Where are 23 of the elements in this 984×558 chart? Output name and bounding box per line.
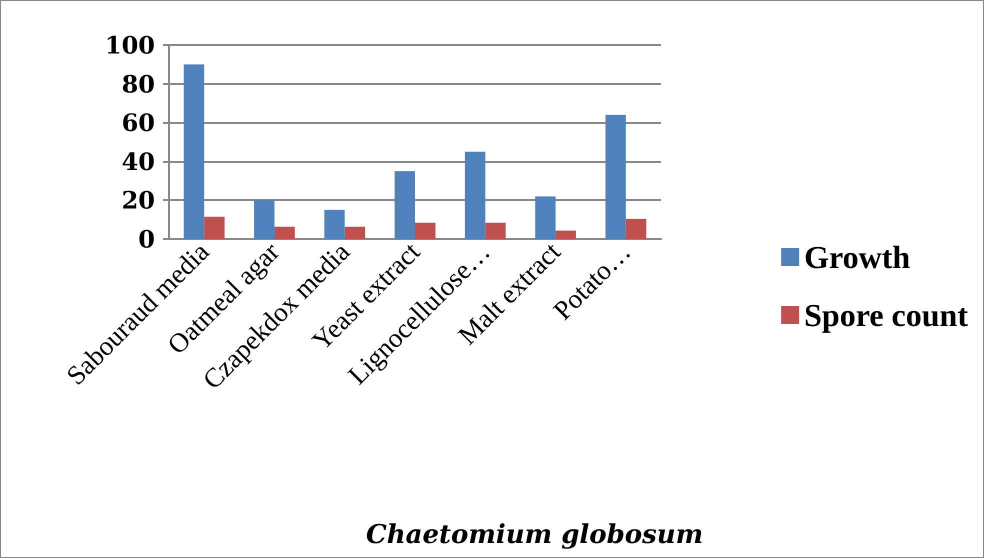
text: Chaetomium globosum xyxy=(366,520,704,550)
bar xyxy=(344,226,366,239)
bar xyxy=(626,218,646,239)
bar xyxy=(394,171,415,239)
bar xyxy=(464,152,486,239)
bar xyxy=(184,64,204,239)
y-tick-label: 40 xyxy=(122,146,155,176)
y-tick-label: 100 xyxy=(104,30,155,60)
legend-label: Growth xyxy=(804,239,910,275)
y-tick-label: 0 xyxy=(138,224,155,254)
y-tick-label: 20 xyxy=(122,186,155,215)
bar xyxy=(556,230,576,239)
legend-label: Spore count xyxy=(804,297,968,333)
bar xyxy=(274,226,295,239)
bar xyxy=(535,196,556,239)
bar xyxy=(324,210,345,239)
bar xyxy=(254,200,274,239)
y-tick-label: 60 xyxy=(122,108,155,138)
bar xyxy=(415,222,436,239)
y-tick-label: 80 xyxy=(122,69,155,98)
bar xyxy=(605,114,626,239)
bar xyxy=(204,216,225,239)
bar xyxy=(485,222,506,239)
